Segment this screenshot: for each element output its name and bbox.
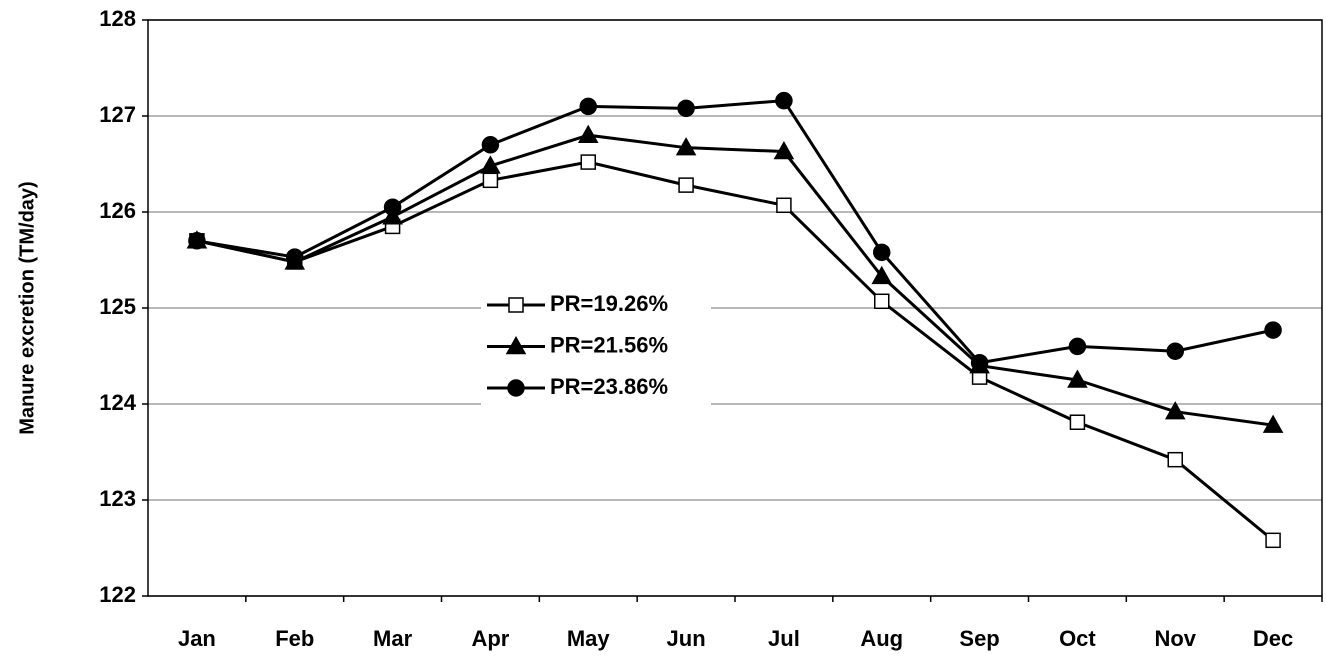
marker <box>675 137 697 156</box>
legend-marker <box>507 379 525 397</box>
series-line <box>196 99 1274 365</box>
marker <box>580 154 596 170</box>
marker <box>678 177 694 193</box>
series-line <box>196 160 1275 542</box>
marker <box>286 248 304 266</box>
y-tick-label: 123 <box>99 486 136 511</box>
y-tick-label: 122 <box>99 582 136 607</box>
marker <box>1068 337 1087 356</box>
x-tick-label: Feb <box>275 626 314 651</box>
x-tick-label: Sep <box>959 626 999 651</box>
y-axis-label: Manure excretion (TM/day) <box>16 181 38 434</box>
marker <box>482 172 499 189</box>
marker <box>773 140 795 160</box>
marker <box>874 293 890 310</box>
legend-label: PR=23.86% <box>550 374 668 399</box>
x-tick-label: Jan <box>178 626 216 651</box>
x-tick-label: Jun <box>667 626 706 651</box>
marker <box>1265 532 1281 549</box>
x-tick-label: Apr <box>471 626 509 651</box>
legend-label: PR=19.26% <box>550 291 668 316</box>
marker <box>1067 369 1088 388</box>
y-tick-label: 127 <box>99 102 136 127</box>
x-tick-label: Jul <box>768 626 800 651</box>
marker <box>480 155 501 174</box>
marker <box>481 136 500 154</box>
y-tick-label: 124 <box>99 390 136 415</box>
y-tick-label: 128 <box>99 6 136 31</box>
marker <box>188 232 206 250</box>
marker <box>1262 414 1284 433</box>
x-tick-label: Oct <box>1059 626 1096 651</box>
marker <box>1166 342 1184 360</box>
marker <box>776 197 792 214</box>
marker <box>579 97 597 116</box>
marker <box>1069 414 1086 430</box>
x-tick-label: Aug <box>860 626 903 651</box>
marker <box>873 243 891 262</box>
marker <box>1264 321 1282 339</box>
series-line <box>196 133 1274 427</box>
marker <box>383 198 402 216</box>
marker <box>970 353 989 372</box>
legend-marker <box>505 335 527 355</box>
y-tick-label: 126 <box>99 198 136 223</box>
legend-label: PR=21.56% <box>550 332 668 357</box>
marker <box>1164 401 1186 420</box>
marker <box>677 99 695 118</box>
x-tick-label: Mar <box>373 626 413 651</box>
y-tick-label: 125 <box>99 294 136 319</box>
marker <box>1167 451 1183 468</box>
x-tick-label: Dec <box>1253 626 1293 651</box>
marker <box>871 265 893 285</box>
marker <box>775 91 793 110</box>
legend-marker <box>508 297 524 313</box>
x-tick-label: May <box>567 626 611 651</box>
x-tick-label: Nov <box>1154 626 1196 651</box>
marker <box>577 124 599 143</box>
